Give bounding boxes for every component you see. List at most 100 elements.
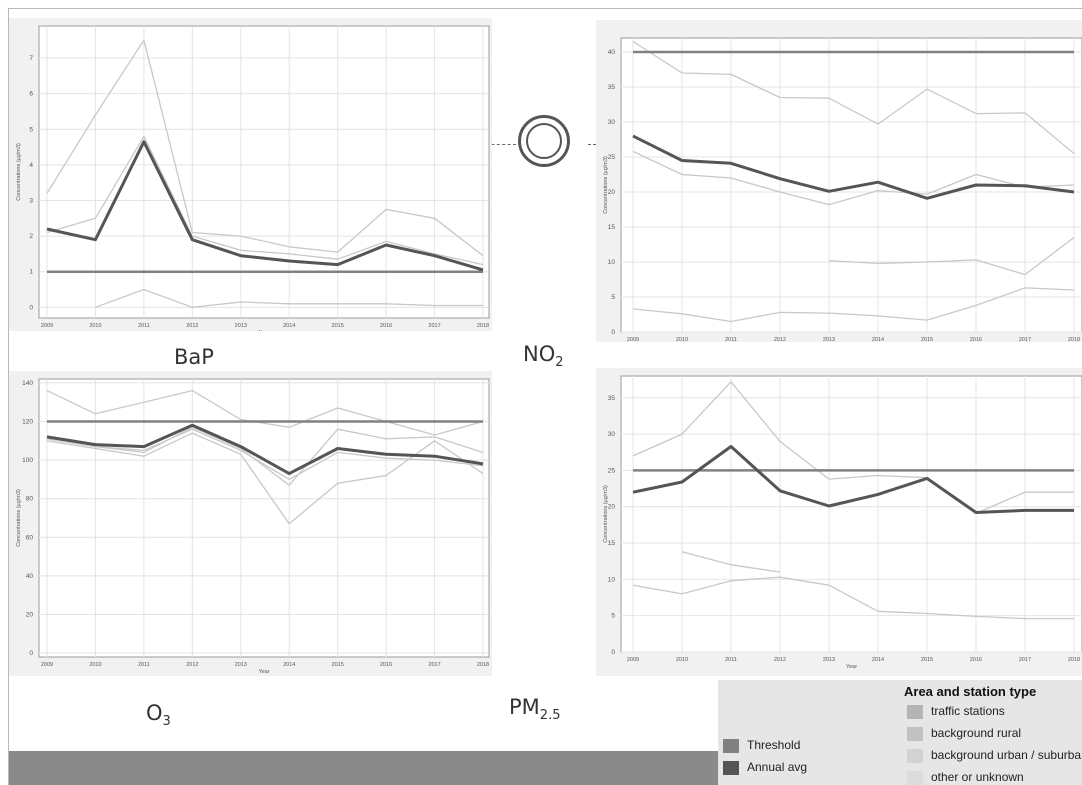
background-rural-swatch	[907, 726, 923, 741]
legend-item-traffic: traffic stations	[907, 704, 1005, 719]
no2-label-sub: 2	[555, 355, 564, 371]
ring-inner	[526, 123, 562, 159]
average-series-line	[632, 445, 1074, 514]
background-urban-swatch	[907, 748, 923, 763]
y-tick-label: 3	[29, 197, 33, 204]
series-group	[632, 40, 1075, 323]
x-tick-label: 2013	[823, 657, 835, 663]
x-tick-label: 2012	[774, 657, 786, 663]
chart-panel-pm25: 0 5 10 15 20 25 30 35 2009 2010 2011 2012 2013 2014 20…	[596, 368, 1082, 676]
x-tick-label: 2017	[428, 323, 440, 329]
x-axis-title: Year	[846, 664, 857, 670]
station-series-line	[632, 40, 1075, 155]
x-tick-label: 2012	[774, 337, 786, 342]
series-group	[632, 381, 1074, 620]
x-axis-title: Year	[258, 669, 269, 675]
average-series-line	[46, 423, 484, 476]
o3-label-sub: 3	[162, 714, 171, 730]
station-series-line	[95, 288, 483, 308]
station-series-line	[46, 39, 484, 257]
legend-item-background-rural: background rural	[907, 726, 1021, 741]
traffic-swatch	[907, 704, 923, 719]
y-tick-label: 30	[608, 119, 616, 126]
legend	[718, 680, 1082, 785]
station-series-line	[632, 150, 1075, 206]
x-tick-label: 2013	[235, 662, 247, 668]
station-series-line	[632, 287, 1075, 323]
y-tick-label: 100	[22, 457, 33, 464]
threshold-swatch	[723, 738, 739, 753]
x-tick-label: 2015	[921, 337, 933, 342]
connector-line	[486, 144, 516, 145]
y-tick-label: 5	[611, 613, 615, 620]
legend-item-annual-avg: Annual avg	[723, 760, 807, 775]
connector-line	[588, 144, 596, 145]
station-series-line	[46, 135, 484, 266]
bottom-band	[9, 751, 718, 785]
legend-label: Threshold	[747, 738, 801, 752]
legend-label: traffic stations	[931, 704, 1005, 718]
x-tick-label: 2011	[138, 323, 150, 329]
x-tick-label: 2011	[725, 337, 737, 342]
y-tick-label: 35	[608, 84, 616, 91]
x-tick-label: 2014	[872, 337, 884, 342]
o3-label: O3	[146, 701, 171, 729]
legend-label: background urban / suburban	[931, 748, 1082, 762]
x-tick-label: 2010	[676, 337, 688, 342]
no2-label: NO2	[523, 342, 564, 370]
station-series-line	[46, 432, 484, 525]
legend-item-threshold: Threshold	[723, 738, 800, 753]
y-axis-title: Concentrations (µg/m3)	[603, 485, 609, 543]
y-tick-label: 30	[608, 431, 616, 438]
y-tick-label: 40	[26, 573, 34, 580]
x-tick-label: 2015	[332, 662, 344, 668]
page-frame-top	[8, 8, 1082, 9]
bap-chart: 0 1 2 3 4 5 6 7 2009 2010 2011 2012 2013 2014 2015 2016…	[16, 25, 490, 331]
chart-panel-o3: 0 20 40 60 80 100 120 140 2009 2010 2011 2012 2013 20…	[9, 371, 492, 676]
pm25-label-sub: 2.5	[539, 708, 561, 724]
y-tick-label: 10	[608, 259, 616, 266]
x-tick-label: 2014	[872, 657, 884, 663]
x-tick-label: 2011	[725, 657, 737, 663]
legend-item-background-urban: background urban / suburban	[907, 748, 1082, 763]
x-tick-label: 2012	[186, 323, 198, 329]
pm25-chart: 0 5 10 15 20 25 30 35 2009 2010 2011 2012 2013 2014 20…	[603, 375, 1082, 670]
y-tick-label: 40	[608, 49, 616, 56]
average-series-line	[46, 140, 484, 272]
y-tick-label: 0	[611, 649, 615, 656]
station-series-line	[828, 236, 1075, 276]
plot-area	[38, 25, 490, 319]
station-series-line	[46, 428, 484, 481]
y-tick-label: 20	[26, 612, 34, 619]
x-tick-label: 2016	[970, 657, 982, 663]
y-tick-label: 7	[29, 55, 33, 62]
legend-item-other: other or unknown	[907, 770, 1024, 785]
x-tick-label: 2010	[89, 323, 101, 329]
x-tick-label: 2009	[41, 323, 53, 329]
y-tick-label: 5	[29, 126, 33, 133]
y-tick-label: 80	[26, 496, 34, 503]
y-tick-label: 2	[29, 233, 33, 240]
x-tick-label: 2018	[1068, 337, 1080, 342]
y-tick-label: 20	[608, 189, 616, 196]
x-tick-label: 2018	[477, 323, 489, 329]
x-tick-label: 2014	[283, 662, 295, 668]
x-tick-label: 2009	[627, 337, 639, 342]
legend-label: other or unknown	[931, 770, 1024, 784]
y-tick-label: 25	[608, 154, 616, 161]
chart-panel-bap: 0 1 2 3 4 5 6 7 2009 2010 2011 2012 2013 2014 2015 2016…	[9, 18, 492, 331]
y-tick-label: 0	[29, 650, 33, 657]
y-tick-label: 140	[22, 380, 33, 387]
o3-chart: 0 20 40 60 80 100 120 140 2009 2010 2011 2012 2013 20…	[16, 378, 490, 675]
y-tick-label: 35	[608, 395, 616, 402]
plot-area	[620, 375, 1082, 653]
no2-chart: 0 5 10 15 20 25 30 35 40 2009 2010 2011 2012 2013 2014…	[603, 37, 1082, 342]
x-tick-label: 2014	[283, 323, 295, 329]
average-series-line	[632, 134, 1075, 200]
x-tick-label: 2015	[332, 323, 344, 329]
x-tick-label: 2016	[380, 323, 392, 329]
y-axis-title: Concentrations (µg/m3)	[16, 143, 22, 201]
chart-panel-no2: 0 5 10 15 20 25 30 35 40 2009 2010 2011 2012 2013 2014…	[596, 20, 1082, 342]
x-tick-label: 2013	[235, 323, 247, 329]
y-tick-label: 6	[29, 91, 33, 98]
